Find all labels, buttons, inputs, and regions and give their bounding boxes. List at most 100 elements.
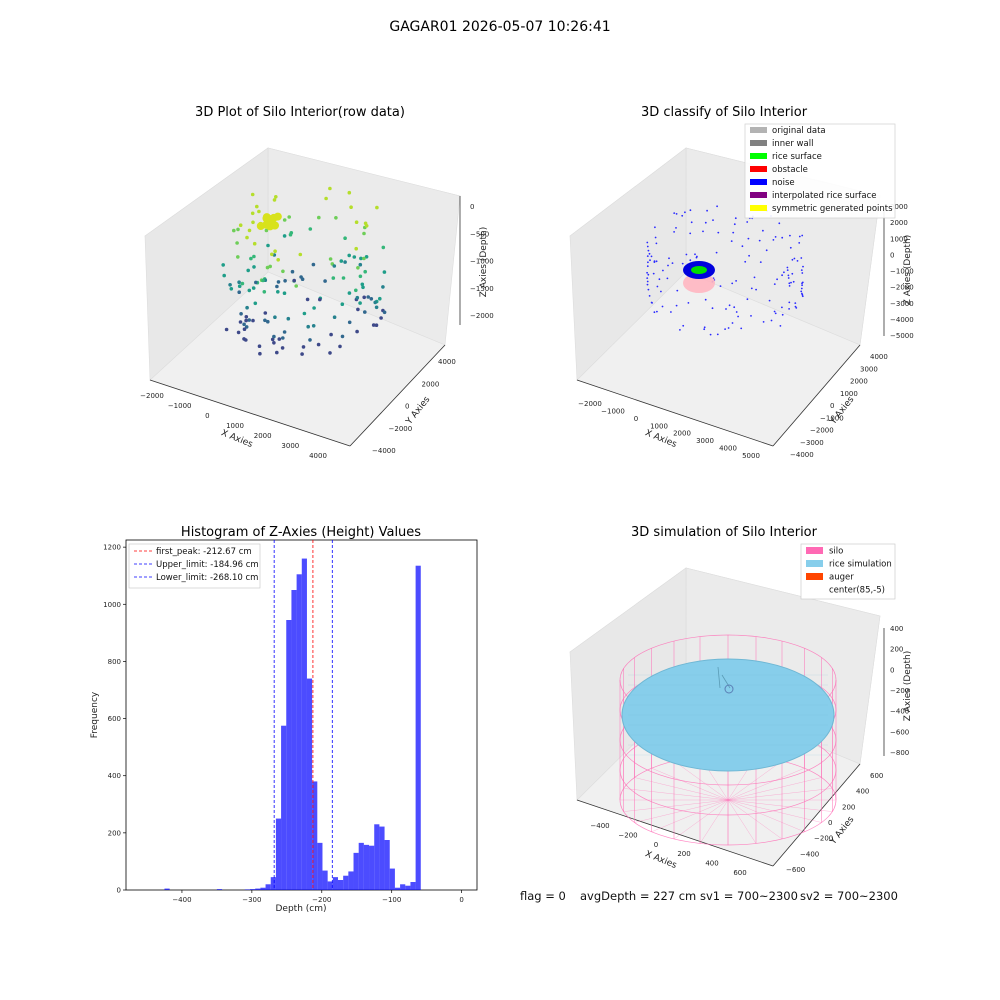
hist-bar bbox=[250, 889, 256, 890]
hist-bar bbox=[275, 818, 282, 890]
raw-point bbox=[331, 276, 336, 280]
raw-point bbox=[374, 305, 379, 310]
raw-point bbox=[224, 327, 229, 332]
x-tick-label: −100 bbox=[382, 896, 401, 904]
raw-point bbox=[276, 290, 280, 294]
noise-point bbox=[789, 234, 791, 237]
raw-point bbox=[366, 295, 371, 299]
legend-label: interpolated rice surface bbox=[772, 191, 877, 201]
raw-point-cluster bbox=[273, 212, 282, 221]
hist-bar bbox=[322, 870, 328, 890]
raw-point bbox=[355, 329, 359, 334]
noise-point bbox=[681, 262, 684, 265]
raw-point bbox=[318, 297, 322, 302]
legend-label: rice surface bbox=[772, 152, 822, 162]
flag-text: flag = 0 bbox=[520, 889, 566, 903]
noise-point bbox=[791, 272, 794, 275]
panel-simulation: 3D simulation of Silo Interior −400 −200 0… bbox=[569, 525, 913, 877]
raw-point bbox=[252, 241, 257, 246]
p1-y-tick: 0 bbox=[405, 403, 409, 411]
noise-point bbox=[801, 272, 804, 274]
p2-x-tick: 4000 bbox=[719, 445, 737, 453]
raw-point bbox=[244, 325, 249, 329]
noise-point bbox=[800, 287, 803, 290]
raw-point bbox=[356, 266, 360, 270]
raw-point bbox=[257, 344, 262, 349]
raw-point bbox=[281, 269, 285, 274]
noise-point bbox=[730, 240, 733, 243]
noise-point bbox=[740, 327, 743, 330]
raw-point bbox=[252, 254, 256, 259]
panel3-legend: first_peak: -212.67 cm Upper_limit: -184.… bbox=[128, 543, 261, 589]
p4-y-tick: 200 bbox=[842, 803, 855, 811]
noise-point bbox=[646, 265, 649, 268]
raw-point bbox=[349, 205, 353, 209]
noise-point bbox=[750, 315, 752, 317]
panel4-legend: silo rice simulation auger center(85,-5) bbox=[800, 543, 896, 600]
raw-point bbox=[254, 204, 259, 209]
raw-point bbox=[374, 323, 379, 328]
p2-y-tick: −4000 bbox=[790, 451, 814, 459]
p2-y-tick: 3000 bbox=[860, 365, 878, 373]
p2-z-tick: 0 bbox=[890, 251, 894, 259]
panel4-zlabel: Z Axies (Depth) bbox=[903, 651, 913, 722]
raw-point bbox=[247, 288, 252, 293]
panel2-legend: original data inner wall rice surface obsta… bbox=[744, 123, 896, 219]
noise-point bbox=[735, 311, 738, 313]
legend-label: symmetric generated points bbox=[772, 204, 893, 214]
p1-z-tick: −2000 bbox=[470, 312, 494, 320]
noise-point bbox=[661, 305, 664, 308]
panel2-points bbox=[646, 205, 804, 336]
panel1-ticks: −2000 −1000 0 1000 2000 3000 4000 −4000 −2000 0 20… bbox=[140, 203, 494, 460]
raw-point bbox=[263, 311, 268, 315]
raw-point bbox=[263, 318, 267, 323]
p2-x-tick: 2000 bbox=[673, 430, 691, 438]
noise-point bbox=[794, 305, 797, 308]
raw-point bbox=[305, 297, 310, 302]
raw-point bbox=[245, 305, 249, 310]
legend-label: Lower_limit: -268.10 cm bbox=[156, 573, 258, 583]
auger-marker bbox=[717, 666, 734, 694]
raw-point bbox=[276, 258, 281, 262]
p1-x-tick: 3000 bbox=[281, 442, 299, 450]
noise-point bbox=[646, 277, 649, 279]
raw-point bbox=[306, 324, 311, 329]
raw-point bbox=[251, 220, 255, 225]
p4-y-tick: −600 bbox=[786, 866, 805, 874]
panel1-ylabel: Y Axies bbox=[404, 395, 433, 428]
p4-z-tick: −400 bbox=[890, 708, 909, 716]
noise-point bbox=[655, 242, 658, 245]
hist-bar bbox=[281, 725, 287, 890]
legend-label: noise bbox=[772, 178, 795, 188]
hist-bar bbox=[363, 844, 370, 890]
noise-point bbox=[652, 272, 655, 275]
silo-floor-spoke bbox=[634, 799, 729, 823]
noise-point bbox=[704, 298, 707, 301]
panel2-title: 3D classify of Silo Interior bbox=[641, 105, 808, 120]
raw-point bbox=[228, 283, 232, 287]
noise-point bbox=[793, 257, 796, 260]
noise-point bbox=[788, 282, 791, 285]
noise-point bbox=[781, 236, 784, 239]
raw-point bbox=[381, 245, 386, 250]
raw-point bbox=[361, 285, 365, 290]
noise-point bbox=[801, 295, 804, 298]
p2-z-tick: 3000 bbox=[890, 203, 908, 211]
raw-point bbox=[298, 252, 303, 257]
noise-point bbox=[704, 221, 707, 224]
noise-point bbox=[653, 260, 656, 262]
raw-point bbox=[237, 290, 241, 295]
noise-point bbox=[746, 221, 749, 223]
silo-floor-spoke bbox=[727, 799, 805, 832]
noise-point bbox=[770, 319, 773, 322]
hist-bar bbox=[358, 842, 364, 890]
noise-point bbox=[788, 308, 790, 310]
legend-swatch bbox=[750, 166, 767, 172]
noise-point bbox=[724, 328, 726, 330]
legend-swatch bbox=[806, 586, 823, 593]
hist-bar bbox=[317, 842, 323, 890]
raw-point-cluster bbox=[262, 214, 271, 223]
p4-z-tick: −600 bbox=[890, 728, 909, 736]
noise-point bbox=[702, 230, 704, 233]
noise-point bbox=[773, 283, 776, 285]
